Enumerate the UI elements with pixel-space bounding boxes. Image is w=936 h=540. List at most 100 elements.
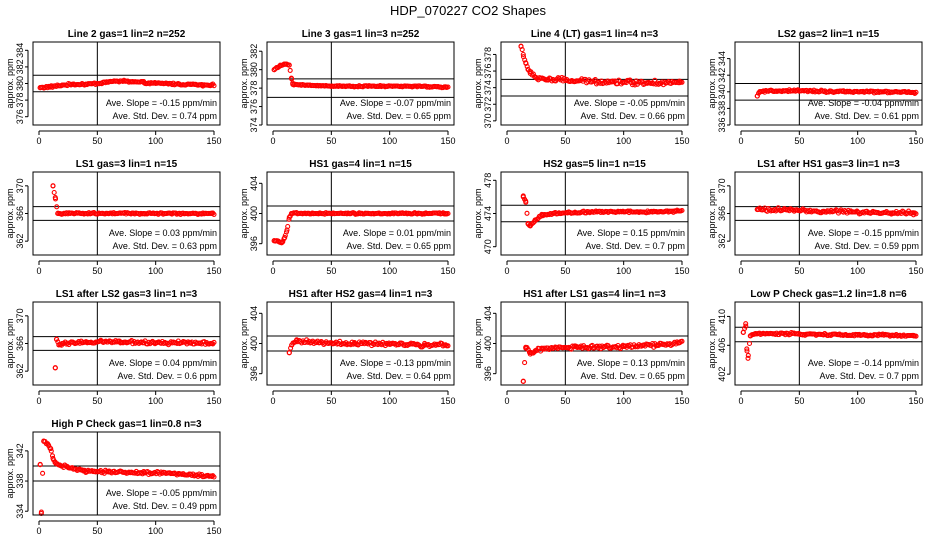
data-point [209, 210, 215, 217]
x-tick-label: 100 [148, 396, 163, 406]
data-point [53, 336, 60, 342]
data-point [747, 333, 753, 339]
data-point [743, 321, 749, 327]
data-point [746, 340, 753, 347]
data-point [773, 88, 779, 94]
data-point [48, 84, 54, 90]
data-point [37, 85, 43, 91]
data-point [279, 239, 285, 245]
data-point [527, 351, 533, 357]
y-tick-label: 404 [249, 176, 259, 191]
x-tick-label: 150 [206, 136, 221, 146]
y-axis-label: approx. ppm [239, 58, 249, 108]
data-point [83, 468, 89, 474]
data-point [286, 62, 292, 68]
y-tick-label: 380 [249, 62, 259, 77]
panel-title: HS1 after LS1 gas=4 lin=1 n=3 [523, 289, 666, 300]
data-point [890, 332, 896, 338]
data-point [141, 210, 147, 217]
data-point [523, 60, 529, 66]
y-tick-label: 478 [483, 173, 493, 188]
chart-panel: LS2 gas=2 lin=1 n=15 Ave. Slope = -0.04 p… [707, 29, 924, 146]
y-tick-label: 340 [717, 84, 727, 99]
data-point [211, 474, 217, 480]
x-tick-label: 150 [908, 396, 923, 406]
data-point [352, 340, 358, 347]
y-tick-label: 380 [15, 76, 25, 91]
data-point [201, 339, 207, 345]
stat-annotation: Ave. Std. Dev. = 0.65 ppm [581, 371, 685, 381]
stat-annotation: Ave. Std. Dev. = 0.66 ppm [581, 111, 685, 121]
x-tick-label: 50 [560, 266, 570, 276]
data-point [54, 204, 60, 210]
data-point [621, 343, 627, 350]
x-tick-label: 150 [206, 266, 221, 276]
data-point [387, 341, 393, 347]
data-point [551, 210, 557, 217]
panel-title: High P Check gas=1 lin=0.8 n=3 [51, 419, 202, 430]
data-point [106, 469, 112, 475]
data-point [59, 82, 65, 88]
y-axis-label: approx. ppm [707, 318, 717, 368]
y-axis-label: approx. ppm [707, 188, 717, 238]
data-point [188, 81, 194, 87]
y-tick-label: 406 [717, 338, 727, 353]
data-point [52, 195, 58, 201]
data-point [209, 82, 215, 88]
data-point [284, 227, 290, 233]
stat-annotation: Ave. Std. Dev. = 0.6 ppm [118, 371, 217, 381]
x-tick-label: 100 [382, 396, 397, 406]
data-point [679, 79, 685, 85]
data-point [520, 194, 526, 200]
data-point [855, 209, 861, 215]
panel-title: HS2 gas=5 lin=1 n=15 [543, 159, 646, 170]
data-point [48, 448, 54, 454]
data-point [745, 355, 751, 361]
y-tick-label: 344 [717, 51, 727, 66]
chart-panel: HS1 gas=4 lin=1 n=15 Ave. Slope = 0.01 pp… [239, 159, 456, 276]
data-point [609, 79, 615, 85]
data-point [523, 198, 529, 204]
stat-annotation: Ave. Slope = 0.01 ppm/min [343, 228, 451, 238]
data-point [525, 66, 531, 72]
data-point [286, 350, 292, 356]
x-tick-label: 100 [382, 136, 397, 146]
chart-panel: Line 2 gas=1 lin=2 n=252 Ave. Slope = -0.… [5, 29, 222, 146]
figure-title: HDP_070227 CO2 Shapes [390, 3, 547, 18]
y-tick-label: 362 [15, 234, 25, 249]
data-point [524, 210, 530, 216]
data-point [677, 340, 683, 346]
stat-annotation: Ave. Slope = 0.04 ppm/min [109, 358, 217, 368]
panel-title: Line 2 gas=1 lin=2 n=252 [68, 29, 186, 40]
x-tick-label: 50 [794, 136, 804, 146]
y-axis-label: approx. ppm [5, 318, 15, 368]
data-point [176, 210, 182, 217]
plot-frame [500, 301, 689, 386]
data-point [530, 71, 536, 77]
stat-annotation: Ave. Std. Dev. = 0.63 ppm [113, 241, 217, 251]
x-tick-label: 100 [850, 136, 865, 146]
plot-frame [32, 41, 221, 126]
data-point [118, 78, 124, 84]
panel-title: Line 4 (LT) gas=1 lin=4 n=3 [531, 29, 659, 40]
x-tick-label: 150 [674, 396, 689, 406]
data-point [94, 80, 100, 87]
data-point [677, 208, 683, 214]
y-tick-label: 372 [483, 97, 493, 112]
data-point [311, 340, 317, 346]
data-point [574, 344, 580, 350]
plot-frame [266, 41, 455, 126]
x-tick-label: 0 [270, 136, 275, 146]
plot-frame [734, 41, 923, 126]
data-point [287, 67, 293, 73]
x-tick-label: 100 [148, 526, 163, 536]
stat-annotation: Ave. Std. Dev. = 0.65 ppm [347, 241, 451, 251]
data-point [785, 207, 791, 213]
x-tick-label: 150 [908, 266, 923, 276]
y-tick-label: 396 [249, 366, 259, 381]
data-point [422, 342, 428, 348]
x-tick-label: 150 [206, 526, 221, 536]
data-point [209, 473, 215, 480]
x-tick-label: 100 [850, 266, 865, 276]
data-point [592, 77, 598, 83]
